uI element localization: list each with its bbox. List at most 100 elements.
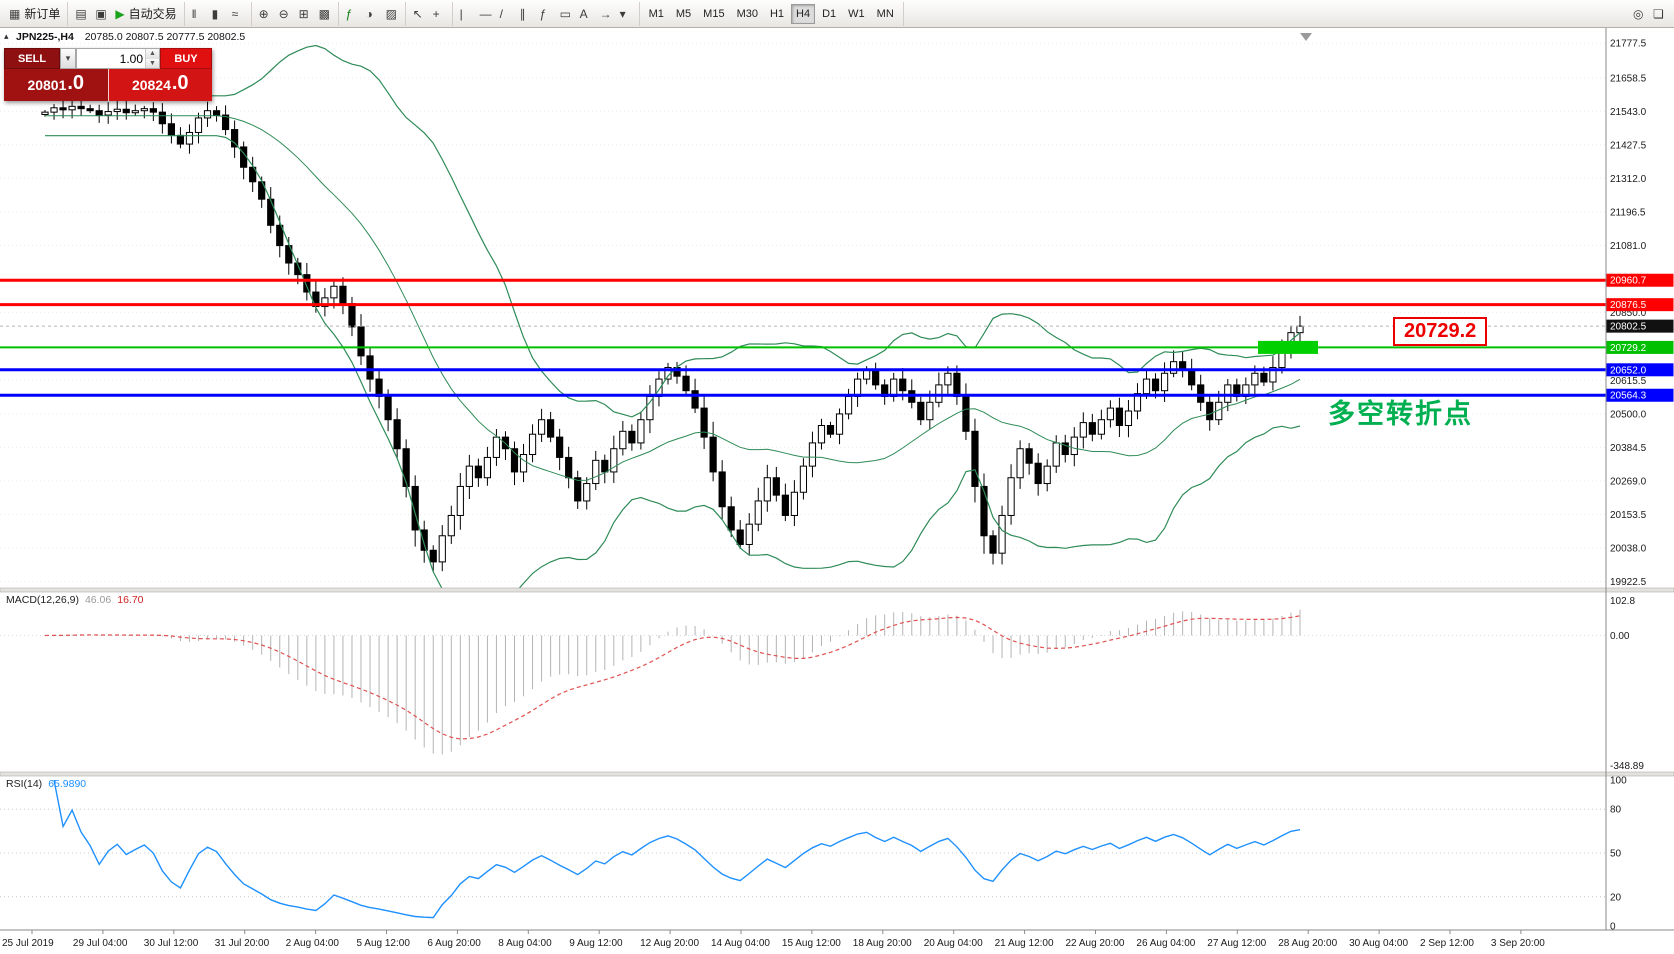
app-group: ▤ ▣ ▶ 自动交易	[68, 1, 185, 26]
macd-axis-label: 0.00	[1610, 631, 1630, 642]
price-badge-label: 20802.5	[1610, 322, 1647, 333]
shapes-icon: ▭	[559, 6, 571, 21]
chart-shift-marker[interactable]	[1300, 33, 1312, 41]
collapse-trade-panel-icon[interactable]: ▴	[4, 31, 9, 41]
bollinger-bands	[45, 44, 1301, 588]
rsi-line	[53, 779, 1301, 919]
timeframe-button-H1[interactable]: H1	[765, 4, 789, 24]
price-axis-label: 21081.0	[1610, 241, 1647, 252]
text-icon[interactable]: A	[576, 3, 596, 25]
profiles-icon: ▣	[95, 6, 107, 21]
line-chart-icon: ≈	[231, 6, 239, 21]
crosshair-icon[interactable]: +	[429, 3, 449, 25]
channel-icon[interactable]: ∥	[516, 3, 536, 25]
macd-axis-label: -348.89	[1610, 761, 1644, 772]
rsi-axis-label: 0	[1610, 922, 1616, 933]
trendline-icon[interactable]: /	[496, 3, 516, 25]
panel-splitter[interactable]	[0, 587, 1674, 593]
time-axis-label: 2 Sep 12:00	[1420, 938, 1474, 949]
time-axis-label: 21 Aug 12:00	[995, 938, 1054, 949]
time-axis-label: 29 Jul 04:00	[73, 938, 128, 949]
timeframe-button-M5[interactable]: M5	[671, 4, 696, 24]
time-axis-label: 12 Aug 20:00	[640, 938, 699, 949]
volume-increase-button[interactable]: ▲	[146, 49, 159, 59]
templates-icon[interactable]: ▨	[382, 3, 402, 25]
zoom-group: ⊕ ⊖ ⊞ ▩	[252, 1, 339, 26]
current-bar-ohlc: 20785.0 20807.5 20777.5 20802.5	[84, 31, 246, 43]
price-axis-label: 20384.5	[1610, 443, 1647, 454]
time-axis-label: 6 Aug 20:00	[427, 938, 481, 949]
profiles-icon[interactable]: ▣	[91, 3, 111, 25]
draw-group: | — / ∥ ƒ ▭ A → ▾	[453, 1, 640, 26]
price-axis-label: 21427.5	[1610, 140, 1647, 151]
time-axis-label: 15 Aug 12:00	[782, 938, 841, 949]
vertical-line-icon[interactable]: |	[456, 3, 476, 25]
price-axis-label: 20615.5	[1610, 376, 1647, 387]
horizontal-line-icon[interactable]: —	[476, 3, 496, 25]
buy-price[interactable]: 20824.0	[108, 69, 212, 101]
volume-input[interactable]	[77, 49, 145, 68]
rsi-axis-label: 50	[1610, 849, 1622, 860]
price-badge-label: 20729.2	[1610, 343, 1647, 354]
price-badge	[1606, 388, 1674, 402]
vertical-line-icon: |	[459, 6, 463, 21]
candlestick-chart-icon[interactable]: ▮	[208, 3, 228, 25]
time-axis-label: 20 Aug 04:00	[924, 938, 983, 949]
shapes-icon[interactable]: ▭	[556, 3, 576, 25]
timeframe-button-M15[interactable]: M15	[698, 4, 729, 24]
fibonacci-icon[interactable]: ƒ	[536, 3, 556, 25]
volume-decrease-button[interactable]: ▼	[146, 58, 159, 68]
periods-icon[interactable]: ◑	[362, 3, 382, 25]
time-axis-label: 9 Aug 12:00	[569, 938, 623, 949]
timeframe-button-H4[interactable]: H4	[791, 3, 816, 24]
timeframe-button-M1[interactable]: M1	[644, 4, 669, 24]
sell-button[interactable]: SELL	[4, 48, 60, 69]
autotrading-button[interactable]: ▶ 自动交易	[111, 3, 180, 25]
new-order-button[interactable]: ▦ 新订单	[5, 3, 64, 25]
timeframe-button-MN[interactable]: MN	[872, 4, 899, 24]
zoom-in-icon[interactable]: ⊕	[255, 3, 275, 25]
time-axis-label: 26 Aug 04:00	[1136, 938, 1195, 949]
zoom-out-icon[interactable]: ⊖	[275, 3, 295, 25]
autotrading-button-icon: ▶	[115, 6, 125, 21]
price-axis-label: 20850.0	[1610, 308, 1647, 319]
auto-arrange-icon[interactable]: ▩	[315, 3, 335, 25]
symbol-name: JPN225-,H4	[16, 31, 74, 43]
price-badge	[1606, 273, 1674, 287]
rsi-axis-label: 20	[1610, 892, 1622, 903]
price-badge-label: 20876.5	[1610, 300, 1647, 311]
price-axis-label: 21196.5	[1610, 207, 1646, 218]
price-callout-box[interactable]: 20729.2	[1393, 317, 1488, 346]
cursor-icon[interactable]: ↖	[409, 3, 429, 25]
panel-splitter[interactable]	[0, 771, 1674, 777]
trendline-icon: /	[499, 6, 503, 21]
price-axis-label: 21312.0	[1610, 174, 1647, 185]
timeframe-button-D1[interactable]: D1	[817, 4, 841, 24]
arrow-tools-icon[interactable]: →	[596, 3, 616, 25]
charts-icon[interactable]: ▤	[71, 3, 91, 25]
sell-price[interactable]: 20801.0	[4, 69, 109, 101]
timeframe-button-M30[interactable]: M30	[732, 4, 763, 24]
buy-button[interactable]: BUY	[160, 48, 212, 69]
bar-chart-icon: ‖	[191, 6, 197, 21]
line-chart-icon[interactable]: ≈	[228, 3, 248, 25]
chart-area[interactable]: 102.8 0.00 -348.89 100 80 50 20 0 21777.5 21658.5…	[0, 28, 1674, 954]
more-tools-icon[interactable]: ▾	[616, 3, 636, 25]
text-icon: A	[579, 6, 588, 21]
crosshair-icon: +	[432, 6, 440, 21]
order-type-dropdown[interactable]: ▾	[60, 48, 76, 69]
macd-main-value: 46.06	[84, 594, 112, 606]
timeframe-button-W1[interactable]: W1	[843, 4, 870, 24]
indicators-icon[interactable]: ƒ	[342, 3, 362, 25]
tile-windows-icon[interactable]: ⊞	[295, 3, 315, 25]
price-badge	[1606, 319, 1674, 333]
chat-icon[interactable]: ❏	[1649, 3, 1669, 25]
time-axis-label: 31 Jul 20:00	[215, 938, 270, 949]
highlight-zone[interactable]	[1258, 340, 1318, 354]
price-axis-label: 19922.5	[1610, 577, 1647, 588]
bar-chart-icon[interactable]: ‖	[188, 3, 208, 25]
chart-annotation-text[interactable]: 多空转折点	[1328, 399, 1473, 429]
price-axis-label: 21543.0	[1610, 107, 1647, 118]
toolbar: ▦ 新订单 ▤ ▣ ▶ 自动交易 ‖ ▮ ≈ ⊕ ⊖ ⊞ ▩ ƒ ◑ ▨ ↖ + | — / ∥ ƒ ▭ A → ▾ M1 M5 M15 M…	[0, 0, 1674, 28]
search-icon[interactable]: ◎	[1629, 3, 1649, 25]
